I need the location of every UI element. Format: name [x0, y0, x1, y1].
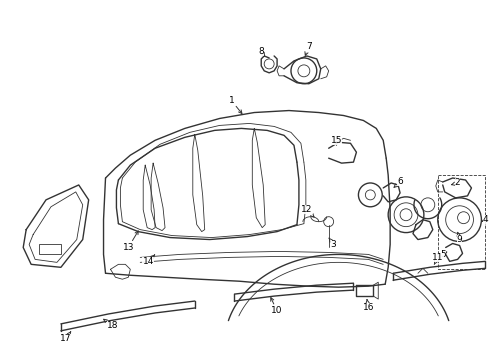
Text: 17: 17 — [60, 332, 72, 343]
Bar — [39, 244, 61, 255]
Text: 8: 8 — [258, 46, 265, 56]
Text: 7: 7 — [305, 41, 312, 55]
Text: 3: 3 — [329, 238, 337, 249]
Text: 5: 5 — [440, 250, 447, 259]
Bar — [438, 175, 486, 269]
Text: 6: 6 — [394, 177, 403, 187]
Text: 15: 15 — [331, 136, 343, 145]
Text: 18: 18 — [104, 319, 118, 330]
Text: 12: 12 — [301, 205, 314, 217]
Text: 16: 16 — [363, 300, 374, 311]
Text: 4: 4 — [482, 215, 488, 224]
Text: 9: 9 — [457, 232, 463, 244]
Text: 13: 13 — [122, 231, 138, 252]
Text: 11: 11 — [432, 253, 443, 265]
Text: 10: 10 — [270, 298, 283, 315]
Text: 1: 1 — [229, 96, 242, 113]
Text: 2: 2 — [452, 179, 461, 188]
Text: 14: 14 — [143, 255, 155, 266]
